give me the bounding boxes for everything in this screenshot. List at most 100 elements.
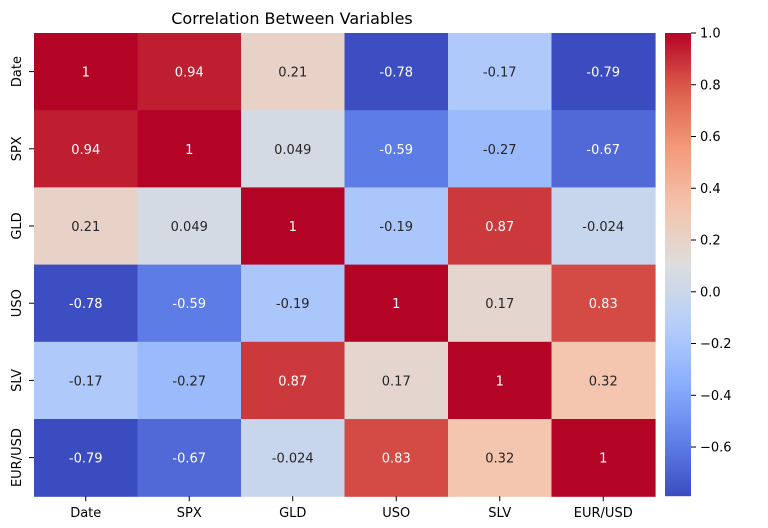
cell-3-0	[34, 264, 139, 343]
cell-label-5-0: -0.79	[69, 452, 103, 467]
cell-label-3-2: -0.19	[276, 297, 310, 312]
cell-label-1-3: -0.59	[379, 143, 413, 158]
cell-label-4-3: 0.17	[382, 374, 411, 389]
cell-3-1	[137, 264, 242, 343]
cell-label-4-5: 0.32	[589, 374, 618, 389]
cell-label-0-2: 0.21	[278, 66, 307, 81]
cell-4-2	[241, 341, 346, 420]
cell-2-4	[448, 187, 553, 266]
cell-0-2	[241, 33, 346, 111]
cell-4-3	[344, 341, 449, 420]
chart-title: Correlation Between Variables	[171, 9, 413, 28]
colorbar-tick-label-2: −0.2	[700, 337, 732, 352]
colorbar-tick-label-6: 0.6	[700, 130, 721, 145]
cell-label-0-1: 0.94	[175, 66, 204, 81]
cell-label-1-4: -0.27	[483, 143, 517, 158]
col-label-0: Date	[70, 506, 101, 521]
row-label-2: GLD	[10, 212, 25, 239]
cell-2-0	[34, 187, 139, 266]
cell-4-4	[448, 341, 553, 420]
cell-1-2	[241, 110, 346, 188]
cell-label-5-1: -0.67	[172, 452, 206, 467]
colorbar-tick-label-1: −0.4	[700, 389, 732, 404]
cell-4-1	[137, 341, 242, 420]
cell-label-3-5: 0.83	[589, 297, 618, 312]
cell-label-4-2: 0.87	[278, 374, 307, 389]
cell-label-3-0: -0.78	[69, 297, 103, 312]
cell-label-2-1: 0.049	[171, 220, 208, 235]
cell-label-3-1: -0.59	[172, 297, 206, 312]
colorbar-tick-label-7: 0.8	[700, 78, 721, 93]
col-label-1: SPX	[177, 506, 202, 521]
cell-0-5	[551, 33, 656, 111]
cell-label-5-5: 1	[599, 452, 607, 467]
cell-label-1-1: 1	[185, 143, 193, 158]
col-label-5: EUR/USD	[574, 506, 633, 521]
cell-label-0-3: -0.78	[379, 66, 413, 81]
row-label-4: SLV	[10, 369, 25, 392]
cell-3-4	[448, 264, 553, 343]
cell-2-5	[551, 187, 656, 266]
cell-0-0	[34, 33, 139, 111]
colorbar-tick-label-0: −0.6	[700, 441, 732, 456]
cell-label-3-4: 0.17	[485, 297, 514, 312]
cell-1-4	[448, 110, 553, 188]
cell-label-5-4: 0.32	[485, 452, 514, 467]
cell-label-5-3: 0.83	[382, 452, 411, 467]
cell-2-1	[137, 187, 242, 266]
cell-label-0-0: 1	[82, 66, 90, 81]
cell-3-3	[344, 264, 449, 343]
cell-label-2-5: -0.024	[582, 220, 624, 235]
cell-1-1	[137, 110, 242, 188]
cell-label-2-3: -0.19	[379, 220, 413, 235]
cell-label-5-2: -0.024	[272, 452, 314, 467]
cell-0-4	[448, 33, 553, 111]
cell-3-5	[551, 264, 656, 343]
colorbar-tick-label-4: 0.2	[700, 234, 721, 249]
row-label-1: SPX	[10, 136, 25, 161]
row-label-5: EUR/USD	[10, 428, 25, 487]
cell-5-0	[34, 419, 139, 497]
cell-label-4-4: 1	[496, 374, 504, 389]
cell-1-3	[344, 110, 449, 188]
heatmap-cells: 1 0.94 0.21 -0.78 -0.17 -0.79 0.94 1 0.049 -0.59 -…	[34, 33, 656, 497]
colorbar-tick-label-5: 0.4	[700, 182, 721, 197]
cell-2-3	[344, 187, 449, 266]
cell-2-2	[241, 187, 346, 266]
cell-label-4-1: -0.27	[172, 374, 206, 389]
cell-0-3	[344, 33, 449, 111]
colorbar-tick-label-3: 0.0	[700, 285, 721, 300]
cell-5-5	[551, 419, 656, 497]
cell-5-2	[241, 419, 346, 497]
cell-label-3-3: 1	[392, 297, 400, 312]
cell-5-4	[448, 419, 553, 497]
row-label-0: Date	[10, 56, 25, 87]
cell-label-1-2: 0.049	[274, 143, 311, 158]
cell-3-2	[241, 264, 346, 343]
row-label-3: USO	[10, 289, 25, 317]
cell-label-1-0: 0.94	[71, 143, 100, 158]
row-labels: Date SPX GLD USO SLV EUR/USD	[10, 56, 34, 487]
cell-4-0	[34, 341, 139, 420]
colorbar-gradient	[665, 33, 691, 497]
cell-label-0-4: -0.17	[483, 66, 517, 81]
cell-4-5	[551, 341, 656, 420]
cell-5-1	[137, 419, 242, 497]
cell-5-3	[344, 419, 449, 497]
col-label-2: GLD	[279, 506, 306, 521]
colorbar: −0.6 −0.4 −0.2 0.0 0.2 0.4 0.6 0.8 1.0	[665, 27, 732, 497]
cell-label-2-2: 1	[289, 220, 297, 235]
cell-1-5	[551, 110, 656, 188]
col-label-3: USO	[382, 506, 410, 521]
cell-label-2-0: 0.21	[71, 220, 100, 235]
cell-label-4-0: -0.17	[69, 374, 103, 389]
cell-label-1-5: -0.67	[586, 143, 620, 158]
column-labels: Date SPX GLD USO SLV EUR/USD	[70, 496, 633, 521]
colorbar-tick-label-8: 1.0	[700, 27, 721, 42]
cell-label-0-5: -0.79	[586, 66, 620, 81]
cell-1-0	[34, 110, 139, 188]
col-label-4: SLV	[488, 506, 511, 521]
cell-label-2-4: 0.87	[485, 220, 514, 235]
cell-0-1	[137, 33, 242, 111]
